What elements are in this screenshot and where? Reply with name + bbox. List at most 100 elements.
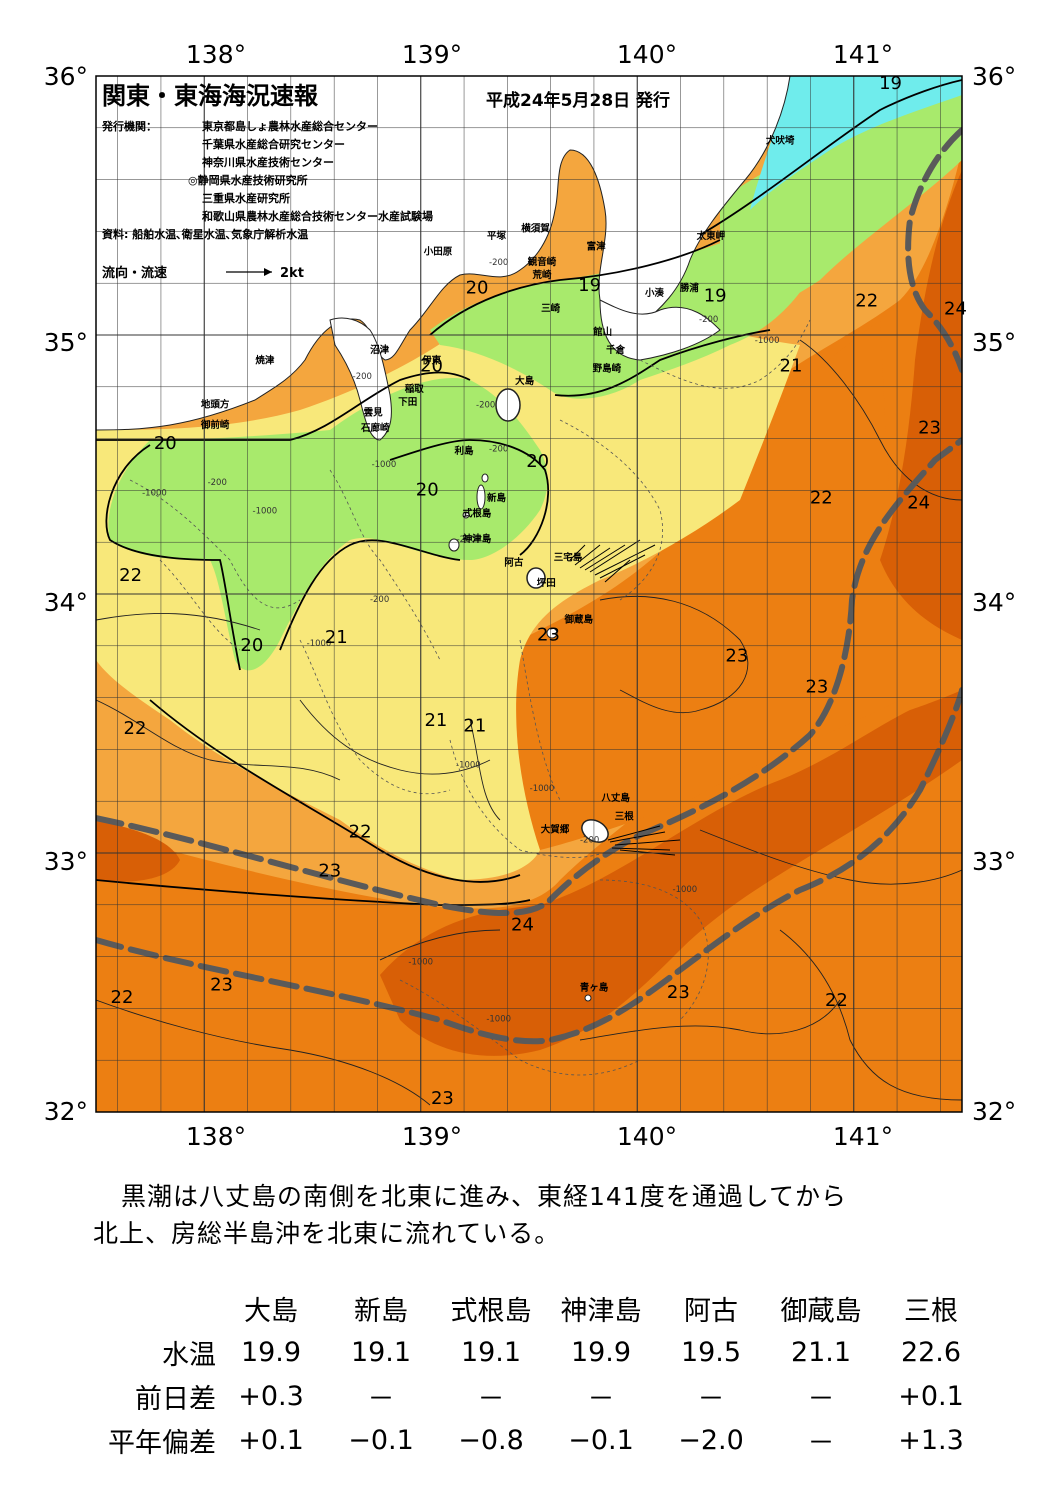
table-cell: － [807, 1383, 835, 1415]
map-frame [95, 75, 963, 1113]
place-label: 雲見 [364, 406, 384, 418]
table-row: 平年偏差 +0.1 −0.1 −0.8 −0.1 −2.0 － +1.3 [88, 1418, 986, 1462]
isotherm-label: 21 [325, 627, 348, 648]
depth-label: -200 [208, 478, 227, 488]
kuroshio-summary: 黒潮は八丈島の南側を北東に進み、東経141度を通過してから 北上、房総半島沖を北… [93, 1178, 993, 1252]
table-row: 前日差 +0.3 － － － － － +0.1 [88, 1374, 986, 1418]
table-cell: 21.1 [790, 1336, 852, 1368]
depth-label: -200 [489, 445, 508, 455]
depth-label: -200 [489, 258, 508, 268]
table-cell: 19.1 [460, 1336, 522, 1368]
map-header: 関東・東海海況速報 平成24年5月28日 発行 発行機関： 東京都島しょ農林水産… [101, 82, 670, 281]
table-cell: −0.8 [458, 1424, 524, 1456]
depth-label: -1000 [253, 507, 278, 517]
issuer-label: 発行機関： [101, 119, 157, 133]
isotherm-label: 20 [240, 635, 263, 656]
island-toshima [481, 473, 489, 483]
land-honshu [96, 76, 791, 431]
table-row: 水温 19.9 19.1 19.1 19.9 19.5 21.1 22.6 [88, 1330, 986, 1374]
place-label: 小湊 [644, 287, 665, 299]
zone-orange-central [516, 320, 900, 850]
isotherm-label: 23 [537, 625, 560, 646]
lon-tick-138-bottom: 138° [186, 1122, 246, 1151]
station-name: 大島 [244, 1295, 298, 1327]
place-label: 荒崎 [531, 269, 552, 281]
place-label: 勝浦 [680, 282, 700, 294]
place-label: 大賀郷 [541, 823, 570, 835]
place-label: 下田 [398, 397, 417, 408]
issue-date: 平成24年5月28日 発行 [486, 90, 670, 111]
issuer-1: 東京都島しょ農林水産総合センター [202, 119, 378, 133]
isotherm-label: 20 [526, 451, 549, 472]
map-title: 関東・東海海況速報 [102, 82, 319, 110]
isotherm-label: 23 [725, 645, 748, 666]
zone-below-19 [750, 76, 962, 210]
zone-24-core-east [880, 170, 962, 640]
station-name: 阿古 [684, 1295, 738, 1327]
sea-temperature-map: -200 -200 -1000 -200 -200 -200 -1000 -1000 -200 -… [44, 40, 1017, 1151]
table-cell: −0.1 [348, 1424, 414, 1456]
isotherm-label: 19 [879, 73, 902, 94]
place-label: 観音崎 [528, 256, 557, 268]
header-empty [88, 1286, 216, 1330]
depth-label: -1000 [673, 885, 698, 895]
lat-tick-33-left: 33° [44, 847, 88, 876]
isotherm-label: 23 [667, 982, 690, 1003]
depth-label: -200 [353, 372, 372, 382]
depth-label: -1000 [372, 460, 397, 470]
place-label: 横須賀 [521, 222, 550, 234]
isotherm-label: 19 [578, 275, 601, 296]
lon-tick-139-bottom: 139° [402, 1122, 462, 1151]
island-aogashima [584, 994, 592, 1002]
place-label: 神津島 [463, 533, 492, 545]
isotherm-label: 22 [855, 291, 878, 312]
lat-ticks-left: 36° 35° 34° 33° 32° [44, 62, 88, 1126]
depth-label: -1000 [456, 761, 481, 771]
place-label: 焼津 [255, 354, 275, 366]
isotherm-label: 23 [210, 974, 233, 995]
place-label: 大島 [515, 375, 535, 387]
table-cell: 22.6 [900, 1336, 962, 1368]
station-name: 新島 [354, 1295, 408, 1327]
place-label: 青ヶ島 [580, 981, 609, 993]
lat-ticks-right: 36° 35° 34° 33° 32° [972, 62, 1016, 1126]
summary-line-2: 北上、房総半島沖を北東に流れている。 [93, 1219, 561, 1248]
isotherm-label: 23 [805, 676, 828, 697]
isotherm-label: 20 [420, 355, 443, 376]
isotherm-label: 20 [416, 480, 439, 501]
station-name: 三根 [904, 1295, 958, 1327]
isotherm-label: 24 [907, 493, 930, 514]
table-cell: 19.1 [350, 1336, 412, 1368]
lat-tick-36-right: 36° [972, 62, 1016, 91]
isotherm-label: 23 [431, 1088, 454, 1109]
issuer-3: 神奈川県水産技術センター [202, 155, 334, 169]
island-hachijojima [581, 819, 609, 843]
isotherm-label: 21 [463, 715, 486, 736]
island-oshima [495, 388, 521, 422]
isotherm-label: 21 [424, 710, 447, 731]
graticule [96, 76, 962, 1112]
isotherm-label: 24 [944, 298, 967, 319]
land-boso-peninsula [599, 299, 721, 361]
place-label: 利島 [454, 445, 475, 457]
temperature-field [96, 76, 962, 1112]
place-label: 館山 [592, 326, 612, 338]
depth-label: -1000 [408, 957, 433, 967]
island-shikinejima [462, 511, 470, 519]
table-cell: － [807, 1427, 835, 1459]
island-mikurajima [546, 627, 558, 639]
table-cell: +0.3 [238, 1380, 304, 1412]
depth-label: -200 [699, 315, 718, 325]
row-label-water-temp: 水温 [162, 1339, 216, 1371]
place-label: 千倉 [606, 344, 626, 356]
place-label: 阿古 [504, 557, 524, 569]
place-label: 富津 [587, 241, 607, 253]
lat-tick-35-left: 35° [44, 328, 88, 357]
depth-label: -1000 [307, 639, 332, 649]
isotherm-label: 22 [124, 718, 147, 739]
thin-contours [96, 339, 962, 1106]
current-legend-value: 2kt [280, 266, 304, 281]
station-name: 神津島 [560, 1295, 642, 1327]
lon-ticks-top: 138° 139° 140° 141° [186, 40, 893, 69]
